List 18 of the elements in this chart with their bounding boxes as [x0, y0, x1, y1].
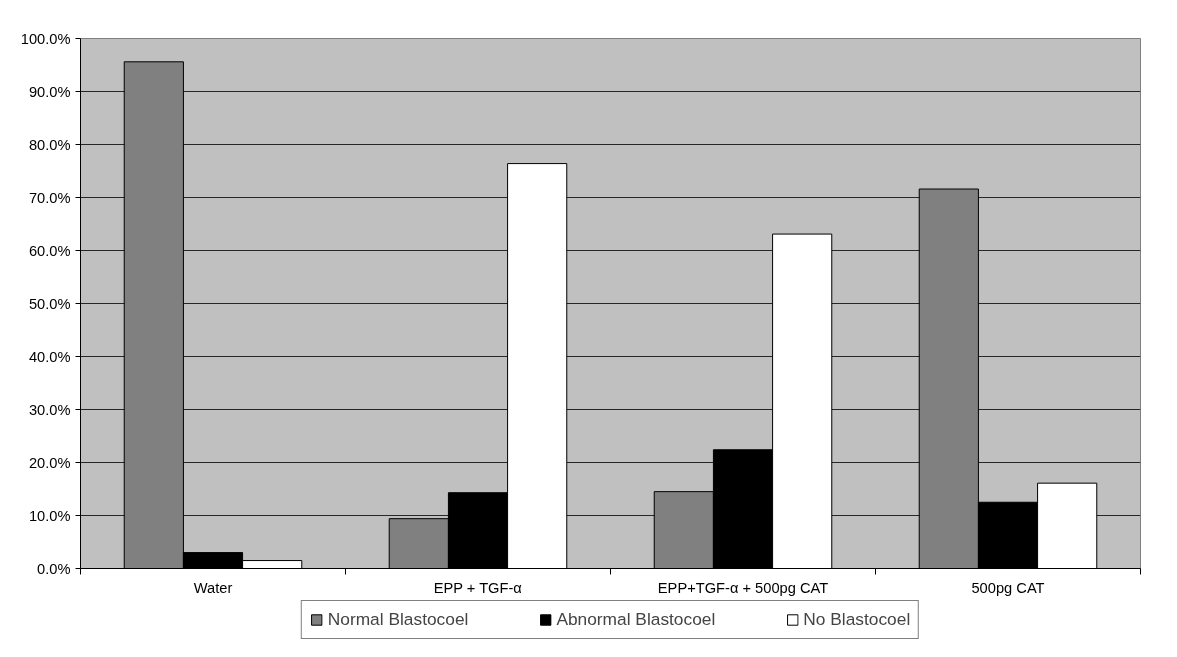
y-tick-label: 80.0% — [28, 136, 71, 153]
y-tick-label: 90.0% — [28, 83, 71, 100]
y-tick-label: 70.0% — [28, 189, 71, 206]
x-tick-label: EPP + TGF-α — [433, 579, 523, 596]
legend-label: Normal Blastocoel — [327, 609, 469, 630]
x-tick-label: 500pg CAT — [971, 579, 1045, 596]
y-tick-label: 10.0% — [28, 507, 71, 524]
x-tick-label: EPP+TGF-α + 500pg CAT — [657, 579, 829, 596]
y-tick-label: 0.0% — [37, 560, 71, 577]
y-tick-label: 30.0% — [28, 401, 71, 418]
y-tick-label: 40.0% — [28, 348, 71, 365]
legend-label: No Blastocoel — [803, 609, 911, 630]
x-tick-label: Water — [193, 579, 233, 596]
y-tick-label: 60.0% — [28, 242, 71, 259]
y-tick-label: 20.0% — [28, 454, 71, 471]
y-tick-label: 100.0% — [20, 30, 71, 47]
legend-label: Abnormal Blastocoel — [556, 609, 716, 630]
y-tick-label: 50.0% — [28, 295, 71, 312]
